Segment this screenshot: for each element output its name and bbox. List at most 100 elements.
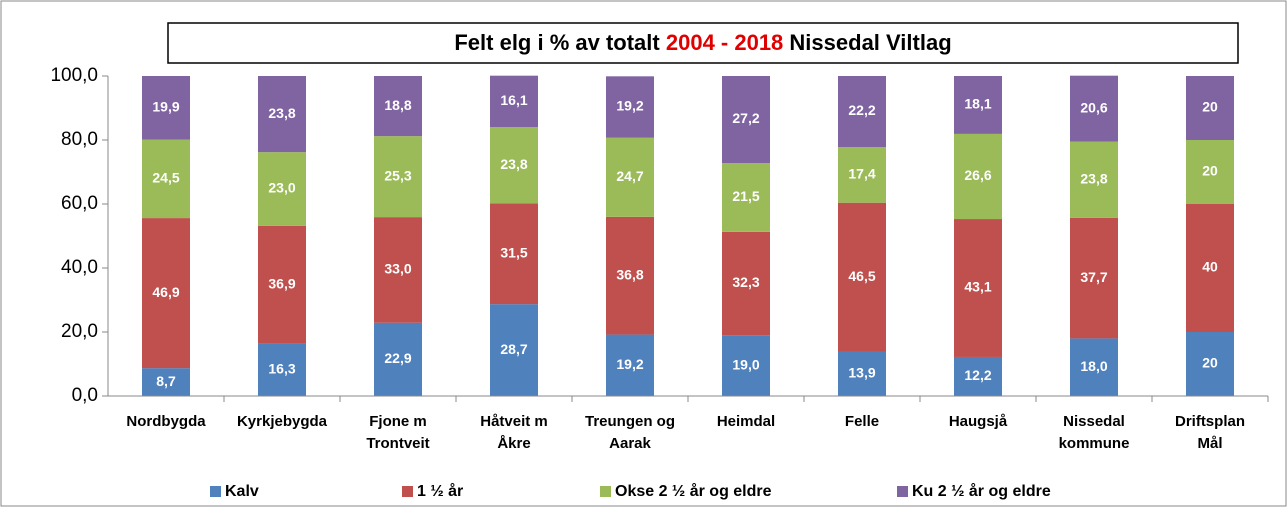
bar-segment	[1070, 141, 1118, 218]
bar-segment	[490, 75, 538, 128]
data-label: 20	[1202, 99, 1218, 115]
title-part: Felt elg i % av totalt	[454, 30, 660, 55]
x-tick-label: Fjone m Trontveit	[366, 413, 429, 452]
bar-segment	[1070, 75, 1118, 142]
bar-segment	[606, 334, 654, 396]
data-label: 19,0	[732, 356, 759, 372]
data-label: 25,3	[384, 167, 411, 183]
x-tick-line: Aarak	[609, 435, 651, 452]
bar-segment	[142, 139, 190, 219]
x-tick-line: Fjone m	[369, 413, 427, 430]
data-label: 16,1	[500, 92, 527, 108]
bar-segment	[490, 127, 538, 204]
x-tick-line: Nissedal	[1063, 413, 1125, 430]
bar-segment	[1186, 76, 1234, 140]
y-tick-label: 20,0	[61, 321, 98, 342]
y-tick-label: 100,0	[50, 65, 98, 86]
data-label: 19,9	[152, 99, 179, 115]
data-label: 20	[1202, 355, 1218, 371]
bar-segment	[490, 203, 538, 305]
data-label: 26,6	[964, 167, 991, 183]
x-tick-label: Driftsplan Mål	[1175, 413, 1245, 452]
data-label: 28,7	[500, 341, 527, 357]
x-tick-line: Felle	[845, 413, 879, 430]
bar-segment	[838, 147, 886, 203]
data-label: 23,0	[268, 180, 295, 196]
data-label: 43,1	[964, 279, 991, 295]
x-tick-line: Treungen og	[585, 413, 675, 430]
legend-label: Okse 2 ½ år og eldre	[615, 482, 772, 500]
data-label: 46,5	[848, 268, 875, 284]
x-tick-line: Åkre	[497, 435, 530, 452]
bar-segment	[722, 335, 770, 396]
data-label: 36,8	[616, 266, 643, 282]
legend-label: Kalv	[225, 483, 259, 500]
data-label: 32,3	[732, 274, 759, 290]
title-years: 2004 - 2018	[666, 30, 783, 55]
data-label: 31,5	[500, 244, 527, 260]
bar-segment	[374, 217, 422, 323]
bar-segment	[374, 322, 422, 396]
bar-segment	[142, 76, 190, 140]
bar-segment	[1186, 204, 1234, 332]
data-label: 20,6	[1080, 99, 1107, 115]
data-label: 36,9	[268, 276, 295, 292]
data-label: 27,2	[732, 110, 759, 126]
y-tick-label: 0,0	[72, 385, 98, 406]
chart-title: Felt elg i % av totalt 2004 - 2018 Nisse…	[454, 30, 951, 55]
bar-segment	[1186, 332, 1234, 396]
data-label: 17,4	[848, 166, 875, 182]
x-tick-line: Trontveit	[366, 435, 429, 452]
legend-swatch	[897, 486, 908, 497]
title-part: Nissedal Viltlag	[789, 30, 951, 55]
legend-label: 1 ½ år	[417, 482, 463, 500]
bar-segment	[1070, 338, 1118, 396]
bar-segment	[606, 76, 654, 138]
data-label: 23,8	[500, 156, 527, 172]
bar-segment	[1070, 217, 1118, 339]
legend-swatch	[600, 486, 611, 497]
x-tick-line: kommune	[1059, 435, 1130, 452]
x-tick-line: Haugsjå	[949, 413, 1008, 430]
legend-label: Ku 2 ½ år og eldre	[912, 482, 1051, 500]
bar-segment	[606, 216, 654, 335]
x-tick-label: Håtveit m Åkre	[480, 413, 548, 452]
bar-segment	[954, 356, 1002, 396]
x-tick-line: Kyrkjebygda	[237, 413, 328, 430]
x-tick-label: Heimdal	[717, 413, 775, 430]
bar-segment	[722, 163, 770, 232]
data-label: 19,2	[616, 98, 643, 114]
x-tick-label: Haugsjå	[949, 413, 1008, 430]
x-tick-label: Felle	[845, 413, 879, 430]
x-tick-label: Nordbygda	[126, 413, 206, 430]
data-label: 13,9	[848, 364, 875, 380]
y-tick-label: 40,0	[61, 257, 98, 278]
bar-segment	[490, 304, 538, 396]
data-label: 33,0	[384, 261, 411, 277]
data-label: 37,7	[1080, 269, 1107, 285]
bar-segment	[838, 351, 886, 396]
data-label: 23,8	[268, 105, 295, 121]
bar-segment	[258, 343, 306, 396]
bar-segment	[374, 136, 422, 218]
bar-segment	[1186, 140, 1234, 204]
data-label: 18,1	[964, 96, 991, 112]
bar-segment	[838, 202, 886, 352]
x-tick-line: Driftsplan	[1175, 413, 1245, 430]
data-label: 20	[1202, 163, 1218, 179]
bar-segment	[606, 137, 654, 217]
bar-segment	[258, 152, 306, 226]
data-label: 23,8	[1080, 170, 1107, 186]
x-tick-line: Mål	[1197, 435, 1222, 452]
x-tick-line: Håtveit m	[480, 413, 548, 430]
data-label: 18,0	[1080, 358, 1107, 374]
bar-segment	[838, 76, 886, 148]
data-label: 12,2	[964, 367, 991, 383]
y-tick-label: 60,0	[61, 193, 98, 214]
data-label: 22,2	[848, 102, 875, 118]
bar-segment	[722, 76, 770, 164]
bar-segment	[954, 133, 1002, 220]
data-label: 24,5	[152, 170, 179, 186]
bar-segment	[258, 225, 306, 344]
